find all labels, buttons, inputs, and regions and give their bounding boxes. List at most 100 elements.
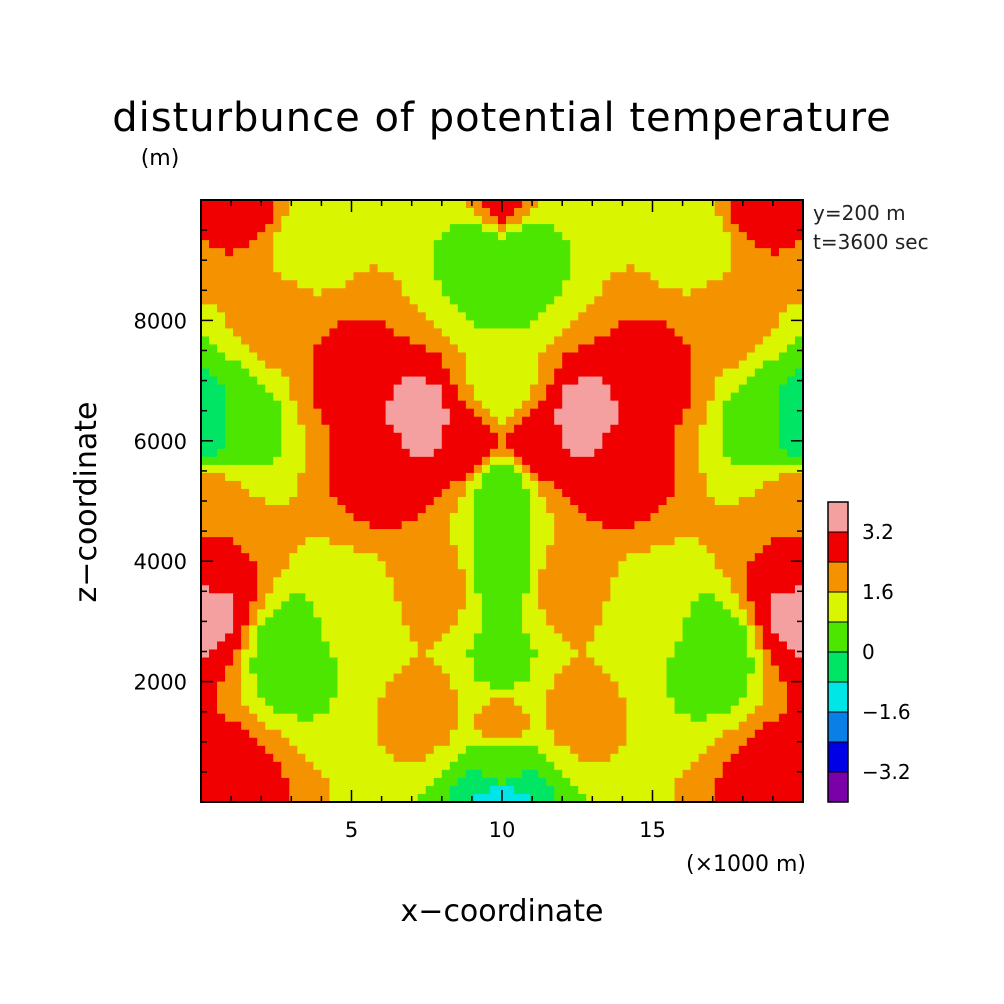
field-cell bbox=[786, 561, 796, 570]
field-cell bbox=[393, 521, 403, 530]
field-cell bbox=[506, 432, 515, 442]
field-cell bbox=[690, 304, 700, 313]
field-cell bbox=[353, 705, 363, 715]
field-cell bbox=[289, 657, 298, 667]
field-cell bbox=[666, 545, 676, 554]
field-cell bbox=[465, 529, 475, 538]
field-cell bbox=[313, 569, 322, 578]
field-cell bbox=[578, 713, 587, 723]
field-cell bbox=[225, 721, 234, 731]
field-cell bbox=[321, 472, 331, 482]
field-cell bbox=[506, 248, 515, 257]
field-cell bbox=[538, 472, 547, 482]
field-cell bbox=[666, 657, 676, 667]
field-cell bbox=[441, 208, 451, 217]
field-cell bbox=[321, 296, 331, 305]
field-cell bbox=[385, 721, 395, 731]
field-cell bbox=[281, 464, 290, 474]
field-cell bbox=[514, 601, 523, 610]
field-cell bbox=[241, 424, 250, 434]
field-cell bbox=[514, 721, 523, 731]
field-cell bbox=[794, 424, 803, 434]
field-cell bbox=[794, 344, 803, 354]
field-cell bbox=[457, 665, 467, 675]
field-cell bbox=[546, 384, 555, 394]
field-cell bbox=[305, 545, 314, 554]
field-cell bbox=[225, 649, 234, 659]
field-cell bbox=[489, 569, 499, 578]
field-cell bbox=[690, 328, 700, 338]
field-cell bbox=[217, 537, 226, 546]
field-cell bbox=[666, 344, 676, 354]
field-cell bbox=[457, 697, 467, 707]
field-cell bbox=[233, 697, 242, 707]
field-cell bbox=[233, 312, 242, 321]
field-cell bbox=[305, 633, 314, 643]
field-cell bbox=[281, 529, 290, 538]
field-cell bbox=[570, 200, 579, 209]
field-cell bbox=[361, 496, 371, 506]
field-cell bbox=[393, 296, 403, 305]
field-cell bbox=[650, 633, 660, 643]
field-cell bbox=[337, 408, 347, 418]
field-cell bbox=[409, 440, 419, 450]
field-cell bbox=[369, 689, 379, 699]
field-cell bbox=[642, 200, 652, 209]
field-cell bbox=[626, 472, 636, 482]
field-cell bbox=[634, 200, 644, 209]
field-cell bbox=[321, 496, 331, 506]
field-cell bbox=[754, 352, 764, 362]
field-cell bbox=[730, 280, 740, 289]
field-cell bbox=[465, 464, 475, 474]
field-cell bbox=[514, 240, 523, 249]
field-cell bbox=[682, 384, 692, 394]
field-cell bbox=[465, 657, 475, 667]
field-cell bbox=[578, 392, 587, 402]
field-cell bbox=[554, 585, 563, 594]
field-cell bbox=[634, 673, 644, 683]
field-cell bbox=[562, 288, 571, 297]
field-cell bbox=[506, 609, 515, 618]
field-cell bbox=[241, 304, 250, 313]
field-cell bbox=[241, 689, 250, 699]
field-cell bbox=[522, 352, 531, 362]
field-cell bbox=[417, 448, 427, 458]
field-cell bbox=[217, 545, 226, 554]
field-cell bbox=[409, 344, 419, 354]
field-cell bbox=[409, 617, 419, 627]
field-cell bbox=[217, 288, 226, 297]
field-cell bbox=[321, 264, 331, 273]
field-cell bbox=[554, 256, 563, 265]
field-cell bbox=[241, 296, 250, 305]
field-cell bbox=[770, 681, 780, 691]
field-cell bbox=[602, 681, 611, 691]
field-cell bbox=[578, 577, 587, 586]
field-cell bbox=[329, 440, 339, 450]
field-cell bbox=[345, 657, 355, 667]
field-cell bbox=[241, 464, 250, 474]
field-cell bbox=[473, 304, 483, 313]
field-cell bbox=[530, 617, 539, 627]
field-cell bbox=[441, 585, 451, 594]
field-cell bbox=[578, 513, 587, 522]
field-cell bbox=[770, 400, 780, 410]
field-cell bbox=[297, 513, 306, 522]
field-cell bbox=[794, 272, 803, 281]
field-cell bbox=[377, 416, 387, 426]
field-cell bbox=[626, 545, 636, 554]
field-cell bbox=[329, 232, 339, 241]
field-cell bbox=[289, 360, 298, 370]
field-cell bbox=[385, 705, 395, 715]
field-cell bbox=[401, 456, 411, 466]
field-cell bbox=[481, 392, 491, 402]
field-cell bbox=[401, 609, 411, 618]
field-cell bbox=[634, 248, 644, 257]
field-cell bbox=[554, 384, 563, 394]
field-cell bbox=[425, 609, 435, 618]
field-cell bbox=[514, 641, 523, 651]
field-cell bbox=[377, 496, 387, 506]
field-cell bbox=[650, 721, 660, 731]
field-cell bbox=[538, 336, 547, 346]
field-cell bbox=[289, 553, 298, 562]
field-cell bbox=[289, 577, 298, 586]
